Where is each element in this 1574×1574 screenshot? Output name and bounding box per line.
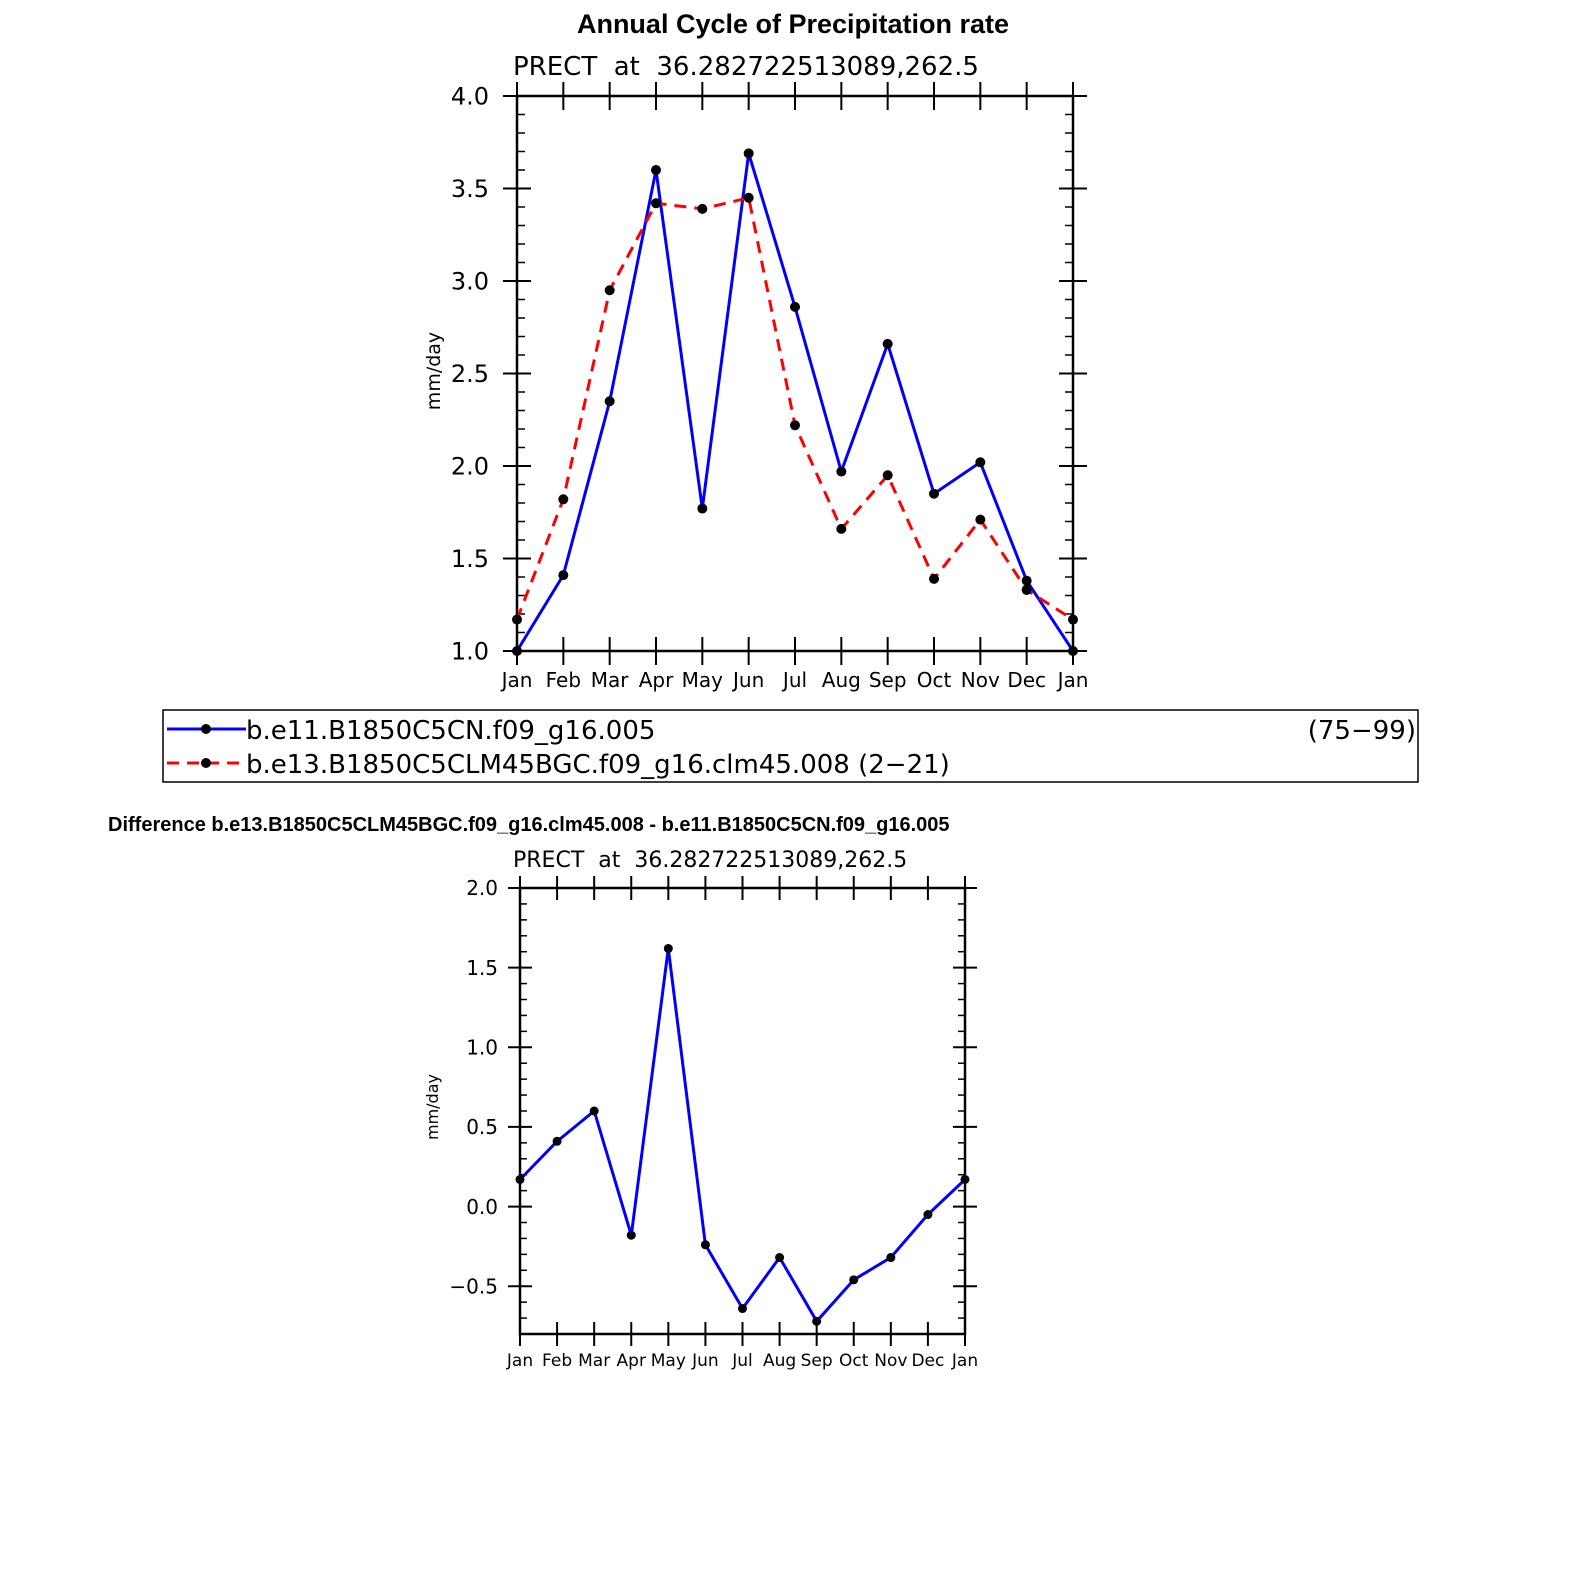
- legend-label-series-2: b.e13.B1850C5CLM45BGC.f09_g16.clm45.008 …: [246, 750, 950, 780]
- data-point-series-2: [836, 523, 847, 534]
- chart2-subtitle: PRECT at 36.282722513089,262.5: [513, 848, 907, 873]
- data-point-series-2: [558, 494, 569, 505]
- x-tick-label: Aug: [822, 668, 861, 692]
- data-point-series-1: [651, 165, 661, 175]
- series-line-1: [515, 152, 1075, 652]
- data-point-series-1: [663, 944, 673, 954]
- x-tick-label: Jul: [781, 668, 807, 692]
- data-point-series-1: [558, 570, 569, 581]
- x-tick-label: Jun: [691, 1351, 719, 1371]
- data-point-series-1: [1068, 646, 1078, 656]
- x-tick-label: May: [682, 668, 724, 692]
- x-tick-label: Aug: [763, 1351, 796, 1371]
- y-tick-label: 1.0: [451, 638, 489, 666]
- data-point-series-1: [836, 466, 847, 477]
- data-point-series-1: [1021, 575, 1032, 586]
- legend-years-series-1: (75−99): [1308, 716, 1416, 746]
- data-point-series-1: [743, 148, 754, 159]
- x-tick-label: May: [651, 1351, 686, 1371]
- data-point-series-1: [886, 1253, 896, 1263]
- data-point-series-1: [929, 488, 939, 499]
- x-tick-label: Sep: [869, 668, 907, 692]
- y-tick-label: 4.0: [451, 83, 489, 111]
- data-point-series-2: [929, 573, 939, 584]
- data-point-series-2: [1068, 614, 1078, 625]
- x-tick-label: Nov: [874, 1351, 907, 1371]
- y-tick-label: −0.5: [449, 1274, 498, 1298]
- data-point-series-1: [626, 1230, 636, 1240]
- x-tick-label: Dec: [1007, 668, 1046, 692]
- data-point-series-1: [604, 396, 615, 407]
- x-tick-label: Feb: [542, 1351, 572, 1371]
- y-tick-label: 3.5: [451, 175, 489, 203]
- data-point-series-2: [790, 420, 800, 431]
- data-point-series-2: [882, 470, 893, 481]
- data-point-series-1: [882, 338, 893, 349]
- data-point-series-1: [975, 457, 986, 468]
- chart-difference: PRECT at 36.282722513089,262.5 mm/day Ja…: [423, 848, 978, 1371]
- y-tick-label: 0.5: [466, 1115, 498, 1139]
- chart1-subtitle: PRECT at 36.282722513089,262.5: [513, 52, 979, 82]
- series-line-2: [515, 195, 1074, 621]
- y-tick-label: 3.0: [451, 268, 489, 296]
- data-point-series-1: [589, 1106, 599, 1116]
- y-tick-label: 2.0: [451, 453, 489, 481]
- x-tick-label: Apr: [617, 1351, 646, 1371]
- data-point-series-1: [790, 301, 800, 312]
- x-tick-label: Feb: [546, 668, 581, 692]
- data-point-series-1: [738, 1304, 747, 1314]
- x-tick-label: Jun: [731, 668, 764, 692]
- y-tick-label: 2.0: [466, 876, 498, 900]
- data-point-series-1: [515, 1174, 525, 1184]
- y-tick-label: 1.0: [466, 1035, 498, 1059]
- x-tick-label: Jan: [1056, 668, 1089, 692]
- y-tick-label: 1.5: [451, 545, 489, 573]
- legend: b.e11.B1850C5CN.f09_g16.005 (75−99) b.e1…: [162, 709, 1419, 783]
- data-point-series-2: [1021, 584, 1032, 595]
- legend-box: [162, 709, 1419, 783]
- x-tick-label: Apr: [639, 668, 674, 692]
- data-point-series-1: [849, 1275, 859, 1285]
- data-point-series-1: [552, 1136, 562, 1146]
- plot-frame: [518, 886, 967, 1336]
- chart-annual-cycle: PRECT at 36.282722513089,262.5 mm/day Ja…: [423, 52, 1088, 692]
- data-point-series-1: [812, 1316, 822, 1326]
- legend-marker-series-2: [201, 758, 211, 768]
- x-tick-label: Mar: [591, 668, 630, 692]
- y-tick-label: 0.0: [466, 1195, 498, 1219]
- y-tick-label: 2.5: [451, 360, 489, 388]
- x-tick-label: Jul: [731, 1351, 753, 1371]
- data-point-series-1: [512, 646, 522, 656]
- legend-label-series-1: b.e11.B1850C5CN.f09_g16.005: [246, 716, 655, 746]
- data-point-series-2: [697, 203, 708, 214]
- x-tick-label: Jan: [506, 1351, 533, 1371]
- data-point-series-2: [743, 192, 754, 203]
- data-point-series-2: [975, 514, 986, 525]
- y-tick-label: 1.5: [466, 956, 498, 980]
- plot-frame: [515, 94, 1075, 653]
- x-tick-label: Dec: [911, 1351, 944, 1371]
- x-tick-label: Oct: [839, 1351, 869, 1371]
- chart2-ylabel: mm/day: [423, 1074, 442, 1140]
- data-point-series-2: [604, 285, 615, 296]
- data-point-series-1: [700, 1240, 710, 1250]
- data-point-series-2: [512, 614, 522, 625]
- main-title: Annual Cycle of Precipitation rate: [577, 9, 1009, 39]
- x-tick-label: Jan: [951, 1351, 978, 1371]
- x-tick-label: Nov: [961, 668, 1000, 692]
- legend-marker-series-1: [201, 724, 211, 734]
- data-point-series-1: [960, 1174, 970, 1184]
- x-tick-label: Oct: [917, 668, 952, 692]
- x-tick-label: Jan: [500, 668, 533, 692]
- data-point-series-1: [697, 503, 708, 514]
- series-line-1: [518, 948, 967, 1324]
- x-tick-label: Sep: [801, 1351, 833, 1371]
- difference-title: Difference b.e13.B1850C5CLM45BGC.f09_g16…: [108, 814, 950, 836]
- x-tick-label: Mar: [578, 1351, 610, 1371]
- data-point-series-1: [775, 1253, 785, 1263]
- data-point-series-2: [651, 198, 661, 209]
- chart1-ylabel: mm/day: [423, 332, 445, 410]
- data-point-series-1: [923, 1210, 933, 1220]
